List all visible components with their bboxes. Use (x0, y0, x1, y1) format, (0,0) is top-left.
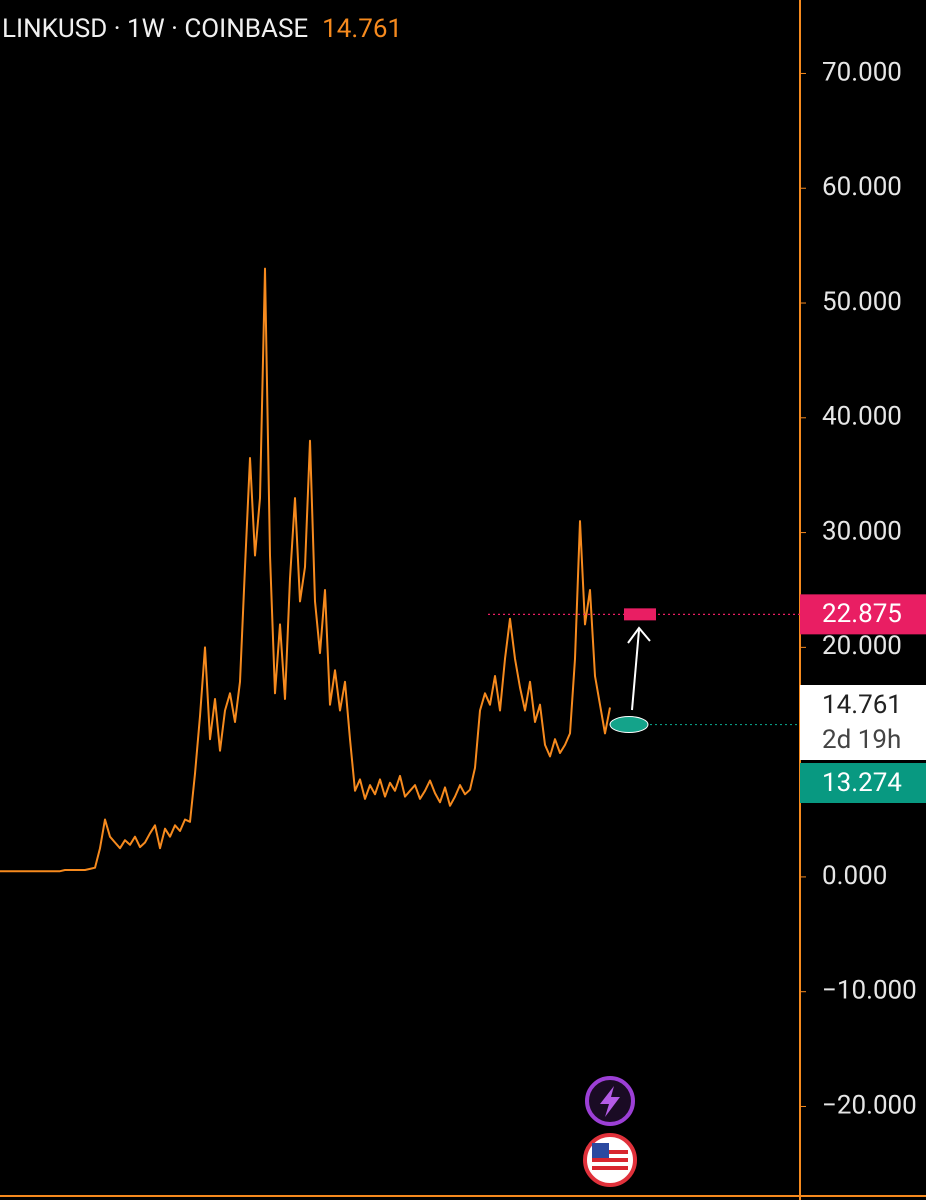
countdown-label: 2d 19h (822, 725, 901, 755)
arrow-shaft (631, 629, 640, 711)
price-line (0, 267, 611, 873)
y-tick-label: 60.000 (822, 172, 902, 202)
y-tick-label: 70.000 (822, 57, 902, 87)
level-label-bg (800, 763, 926, 803)
header-price: 14.761 (322, 14, 402, 44)
level-label: 13.274 (822, 768, 902, 798)
level-label-bg (800, 594, 926, 635)
y-tick-label: 20.000 (822, 631, 902, 661)
lightning-icon[interactable] (585, 1076, 635, 1126)
level-label: 22.875 (822, 599, 902, 629)
y-tick-label: 50.000 (822, 287, 902, 317)
y-tick-label: −20.000 (822, 1090, 917, 1120)
y-tick-label: 40.000 (822, 402, 902, 432)
y-tick-label: −10.000 (822, 976, 917, 1006)
y-tick-label: 30.000 (822, 516, 902, 546)
plot-area (0, 267, 611, 873)
last-price-bg (800, 685, 926, 760)
arrow-head (627, 626, 651, 644)
chart-title: LINKUSD · 1W · COINBASE (2, 14, 308, 44)
target-marker (624, 608, 656, 621)
y-tick-label: 0.000 (822, 861, 887, 891)
flag-icon[interactable] (583, 1133, 637, 1187)
entry-marker (609, 716, 649, 734)
last-price-label: 14.761 (822, 690, 902, 720)
